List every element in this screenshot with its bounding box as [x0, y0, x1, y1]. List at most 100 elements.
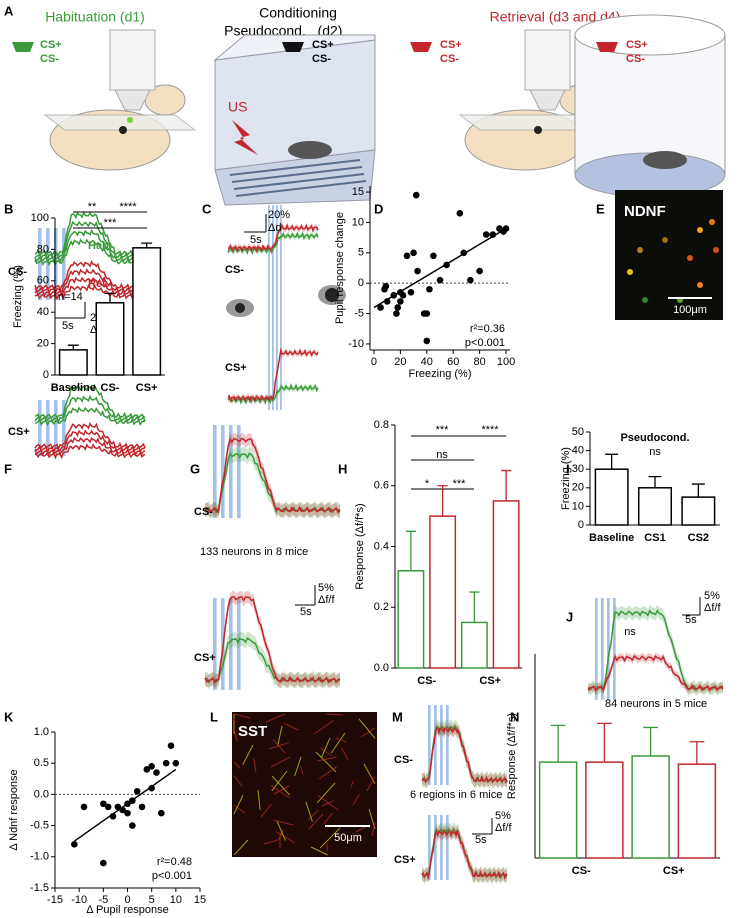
fiber [257, 789, 261, 811]
stimulus-stripe [213, 425, 217, 518]
point [502, 225, 510, 232]
trace-sem [205, 631, 340, 690]
cylinder-top [574, 14, 726, 56]
y-axis-label: Δ Ndnf response [8, 769, 20, 850]
fiber [253, 757, 257, 773]
scale-label: 5% [318, 582, 334, 594]
y-tick-label: 80 [37, 243, 49, 255]
point [162, 759, 170, 767]
scale-label: 5s [250, 234, 262, 246]
fiber [321, 737, 331, 758]
fiber [277, 725, 283, 746]
scale-label: 20% [268, 209, 290, 221]
fiber [270, 756, 291, 768]
x-tick-label: CS- [417, 675, 436, 687]
scale-label: 5s [300, 606, 312, 618]
fiber [263, 838, 281, 845]
stimulus-stripe [434, 815, 437, 880]
scale-label: 5s [685, 614, 697, 626]
fiber [318, 766, 337, 780]
fiber [316, 756, 337, 762]
trace-label: Hab. [88, 240, 112, 252]
panel-labels: A B C D E F G H I J K L M N [4, 3, 605, 724]
trace [227, 231, 319, 255]
caption: 84 neurons in 5 mice [605, 698, 707, 710]
trace [587, 654, 724, 692]
x-axis-label: Freezing (%) [409, 368, 472, 380]
trace-label: Ret. [88, 278, 109, 290]
y-tick-label: 0.2 [374, 601, 389, 613]
trace [34, 283, 146, 301]
fit-line [73, 768, 177, 842]
fiber [271, 775, 291, 796]
window [127, 117, 133, 123]
y-tick-label: 0.6 [374, 480, 389, 492]
annotation: r²=0.36 [470, 323, 505, 335]
y-tick-label: 5 [358, 247, 364, 259]
x-tick-label: CS+ [136, 382, 158, 394]
stimulus-stripe [613, 598, 616, 700]
trace [34, 259, 146, 292]
cell [662, 237, 668, 243]
stimulus-stripe [62, 228, 66, 300]
speaker-label: CS+ [312, 39, 334, 51]
y-tick-label: -0.5 [30, 820, 49, 832]
trace [34, 394, 146, 424]
fiber [366, 776, 376, 792]
annotation: ns [436, 449, 448, 461]
fiber [313, 719, 335, 735]
stimulus-stripe [54, 400, 58, 456]
point [377, 304, 384, 311]
caption: 133 neurons in 8 mice [200, 546, 308, 558]
annotation: ns [624, 626, 636, 638]
stimulus-stripe [446, 705, 449, 785]
annotation: n=14 [58, 291, 83, 303]
x-tick-label: 0 [124, 894, 130, 906]
bar [631, 755, 670, 859]
y-tick-label: -10 [348, 338, 364, 350]
fiber [233, 775, 243, 787]
speaker [12, 42, 34, 52]
speaker-label: CS- [440, 53, 459, 65]
point [426, 285, 433, 293]
image-label: SST [238, 723, 267, 740]
stimulus-stripe [607, 598, 610, 700]
error-bar [691, 483, 705, 498]
point [456, 210, 464, 217]
speaker-label: CS+ [440, 39, 462, 51]
header: Retrieval (d3 and d4) [490, 9, 621, 25]
y-axis-label: Pupil response change [334, 212, 346, 324]
error-bar [469, 591, 480, 623]
bar [460, 621, 488, 669]
fiber [270, 784, 291, 799]
x-tick-label: Baseline [589, 532, 634, 544]
stimulus-stripe [434, 705, 437, 785]
speaker [410, 42, 432, 52]
trace [34, 220, 146, 261]
stimulus-stripe [38, 228, 42, 300]
annotation: r²=0.48 [157, 856, 192, 868]
fiber [300, 766, 304, 776]
x-tick-label: -10 [71, 894, 87, 906]
panel-label: K [4, 709, 14, 724]
scale-label: 5% [704, 590, 720, 602]
trace-label: CS- [194, 506, 213, 518]
fiber [330, 732, 346, 754]
point [394, 304, 402, 311]
annotation: **** [481, 424, 499, 436]
fiber [260, 803, 272, 818]
fiber [294, 756, 302, 777]
stimulus-stripe [46, 400, 50, 456]
fiber [317, 795, 339, 811]
y-tick-label: 15 [352, 186, 364, 198]
point [414, 267, 421, 275]
pupil [325, 288, 339, 302]
trace [34, 422, 146, 451]
bar [132, 247, 162, 376]
fiber [233, 839, 249, 856]
trace-label: CS+ [225, 362, 247, 374]
bar [538, 761, 578, 859]
fiber [341, 747, 349, 761]
trace [34, 276, 146, 298]
caption: 6 regions in 6 mice [410, 789, 502, 801]
